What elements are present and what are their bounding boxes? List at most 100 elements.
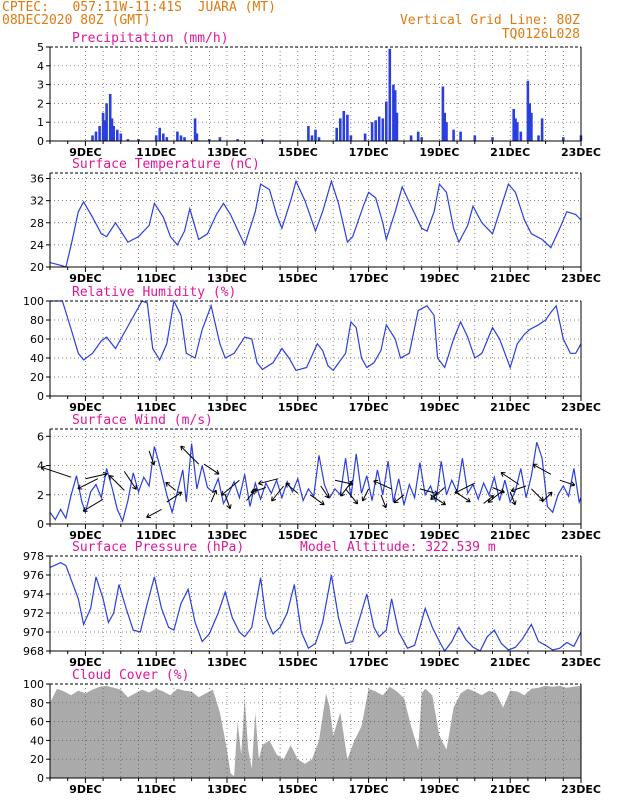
cloud-cover-ytick-label: 80 bbox=[30, 697, 44, 710]
precipitation-bar bbox=[381, 118, 385, 141]
wind-wind-arrow bbox=[148, 450, 156, 466]
humidity-xtick-label: 23DEC bbox=[561, 401, 601, 414]
precipitation-bar bbox=[119, 133, 123, 141]
wind-title: Surface Wind (m/s) bbox=[72, 413, 213, 428]
precipitation-bar bbox=[395, 112, 399, 141]
wind-ytick-label: 4 bbox=[37, 460, 44, 473]
pressure-xtick-label: 19DEC bbox=[419, 656, 459, 669]
temperature-title: Surface Temperature (nC) bbox=[72, 157, 260, 172]
temperature-xtick-label: 23DEC bbox=[561, 272, 601, 285]
precipitation-bar bbox=[165, 137, 169, 141]
humidity-ytick-label: 0 bbox=[37, 390, 44, 403]
header-datetime: 08DEC2020 80Z (GMT) bbox=[2, 13, 151, 28]
header-model-id: TQ0126L028 bbox=[501, 27, 580, 42]
wind-xtick-label: 17DEC bbox=[349, 529, 389, 542]
pressure-xtick-label: 9DEC bbox=[69, 656, 101, 669]
wind-wind-arrow bbox=[541, 491, 553, 503]
precipitation-bar bbox=[370, 122, 374, 141]
precipitation-bar bbox=[443, 112, 446, 141]
wind-wind-arrow bbox=[180, 445, 200, 465]
precipitation-bar bbox=[409, 135, 413, 141]
wind-wind-arrow bbox=[224, 494, 232, 510]
pressure-xtick-label: 13DEC bbox=[207, 656, 247, 669]
precipitation-bar bbox=[91, 135, 94, 141]
temperature-ytick-label: 20 bbox=[30, 261, 44, 274]
temperature-xtick-label: 11DEC bbox=[136, 272, 176, 285]
precipitation-bar bbox=[307, 126, 310, 141]
humidity-ytick-label: 100 bbox=[23, 295, 44, 308]
temperature-xtick-label: 19DEC bbox=[419, 272, 459, 285]
pressure-xtick-label: 21DEC bbox=[490, 656, 530, 669]
precipitation-ytick-label: 5 bbox=[37, 41, 44, 54]
precipitation-bar bbox=[377, 116, 381, 141]
precipitation-bar bbox=[528, 103, 531, 141]
precipitation-bar bbox=[236, 139, 239, 141]
precipitation-bar bbox=[339, 118, 342, 141]
precipitation-bar bbox=[162, 133, 165, 141]
wind-wind-arrow bbox=[361, 488, 370, 502]
wind-xtick-label: 15DEC bbox=[278, 529, 318, 542]
precipitation-bar bbox=[416, 131, 420, 141]
temperature-xtick-label: 17DEC bbox=[349, 272, 389, 285]
precipitation-bar bbox=[108, 94, 112, 141]
cloud-cover-ytick-label: 100 bbox=[23, 678, 44, 691]
precipitation-bar bbox=[516, 122, 519, 141]
wind-wind-arrow bbox=[345, 488, 359, 505]
wind-wind-arrow bbox=[531, 488, 544, 502]
precipitation-bar bbox=[452, 129, 455, 141]
precipitation-ytick-label: 2 bbox=[37, 97, 44, 110]
pressure-xtick-label: 17DEC bbox=[349, 656, 389, 669]
wind-wind-arrow bbox=[532, 463, 552, 475]
wind-xtick-label: 9DEC bbox=[69, 529, 101, 542]
header-grid-line: Vertical Grid Line: 80Z bbox=[399, 13, 580, 28]
pressure-ytick-label: 972 bbox=[23, 607, 44, 620]
wind-wind-arrow bbox=[203, 463, 220, 475]
wind-wind-arrow bbox=[510, 485, 527, 493]
precipitation-bar bbox=[441, 86, 445, 141]
wind-wind-arrow bbox=[85, 471, 108, 480]
wind-wind-arrow bbox=[165, 481, 177, 491]
precipitation-bar bbox=[363, 133, 367, 141]
humidity-title: Relative Humidity (%) bbox=[72, 285, 236, 300]
precipitation-bar bbox=[103, 120, 107, 141]
humidity-xtick-label: 9DEC bbox=[69, 401, 101, 414]
precipitation-bar bbox=[473, 135, 477, 141]
humidity-ytick-label: 20 bbox=[30, 371, 44, 384]
precipitation-bar bbox=[540, 118, 544, 141]
pressure-ytick-label: 970 bbox=[23, 626, 44, 639]
precipitation-bar bbox=[112, 126, 115, 141]
header-station: CPTEC: 057:11W-11:41S JUARA (MT) bbox=[2, 0, 276, 15]
precipitation-bar bbox=[158, 127, 161, 141]
precipitation-bar bbox=[512, 109, 515, 141]
wind-wind-arrow bbox=[487, 490, 504, 503]
panel-cloud-cover: 0 20 40 60 80 100 9DEC 11DEC 13DEC 15DEC 17DEC 19DE… bbox=[23, 668, 601, 796]
wind-wind-arrow bbox=[509, 491, 517, 506]
temperature-xtick-label: 9DEC bbox=[69, 272, 101, 285]
precipitation-bar bbox=[393, 90, 397, 141]
wind-wind-arrow bbox=[500, 472, 520, 485]
precipitation-bar bbox=[116, 129, 119, 141]
pressure-ytick-label: 976 bbox=[23, 569, 44, 582]
cloud-cover-ytick-label: 60 bbox=[30, 716, 44, 729]
precipitation-bar bbox=[94, 131, 98, 141]
wind-wind-arrow bbox=[257, 478, 279, 486]
panel-pressure: 968 970 972 974 976 978 9DEC 11DEC 13DEC 15DEC 17D… bbox=[23, 540, 601, 669]
wind-wind-arrow bbox=[220, 479, 240, 496]
precipitation-bar bbox=[101, 112, 105, 141]
pressure-xtick-label: 11DEC bbox=[136, 656, 176, 669]
precipitation-bar bbox=[335, 127, 338, 141]
precipitation-bar bbox=[346, 114, 349, 141]
wind-wind-arrow bbox=[430, 487, 446, 500]
wind-wind-arrow bbox=[393, 494, 405, 504]
wind-wind-arrow bbox=[250, 487, 267, 494]
precipitation-bar bbox=[208, 139, 211, 141]
precipitation-bar bbox=[310, 135, 314, 141]
temperature-xtick-label: 13DEC bbox=[207, 272, 247, 285]
humidity-xtick-label: 11DEC bbox=[136, 401, 176, 414]
precipitation-bar bbox=[193, 118, 197, 141]
cloud-cover-xtick-label: 9DEC bbox=[69, 783, 101, 796]
precipitation-bar bbox=[445, 122, 448, 141]
precipitation-bar bbox=[98, 126, 101, 141]
panel-wind: 0 2 4 6 9DEC 11DEC 13DEC 15DEC 17DEC 19DEC 21DEC 23… bbox=[37, 413, 601, 542]
wind-wind-arrow bbox=[166, 491, 183, 503]
